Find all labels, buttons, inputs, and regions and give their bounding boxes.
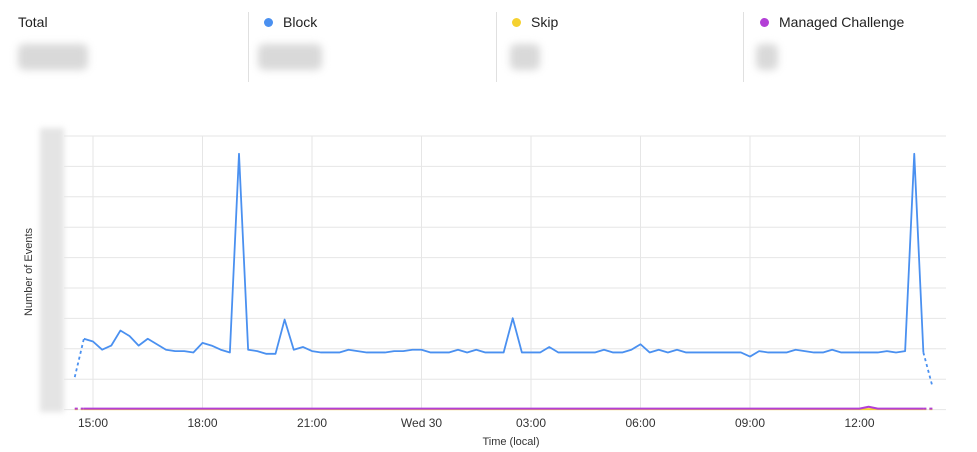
x-tick-label: 18:00 — [187, 416, 217, 430]
managed-challenge-value-redacted — [756, 44, 778, 70]
skip-value-redacted — [510, 44, 540, 70]
stat-divider — [496, 12, 497, 82]
chart-series — [73, 152, 934, 411]
managed-challenge-legend-dot-icon — [760, 17, 769, 27]
summary-stats: Total Block Skip Managed Challenge — [0, 0, 977, 90]
total-label: Total — [18, 14, 48, 30]
events-line-chart: 15:00 18:00 21:00 Wed 30 03:00 06:00 09:00 12:0… — [23, 128, 946, 448]
x-tick-label: 09:00 — [735, 416, 765, 430]
x-tick-label: 06:00 — [625, 416, 655, 430]
y-axis-title: Number of Events — [23, 227, 35, 316]
x-axis-title: Time (local) — [482, 436, 539, 448]
managed-challenge-series-line — [83, 405, 924, 410]
x-tick-label: 21:00 — [297, 416, 327, 430]
block-legend-dot-icon — [264, 17, 273, 27]
skip-stat[interactable]: Skip — [510, 12, 712, 82]
managed-challenge-label: Managed Challenge — [779, 14, 905, 30]
block-series-end-partial — [922, 352, 934, 387]
x-axis-ticks: 15:00 18:00 21:00 Wed 30 03:00 06:00 09:00 12:0… — [78, 416, 875, 430]
managed-challenge-stat[interactable]: Managed Challenge — [756, 12, 970, 82]
x-tick-label: Wed 30 — [401, 416, 442, 430]
x-tick-label: 03:00 — [516, 416, 546, 430]
skip-legend-dot-icon — [512, 17, 521, 27]
block-value-redacted — [258, 44, 322, 70]
block-stat[interactable]: Block — [258, 12, 464, 82]
x-tick-label: 15:00 — [78, 416, 108, 430]
total-value-redacted — [18, 44, 88, 70]
y-axis-labels-redacted — [40, 128, 64, 412]
total-stat: Total — [18, 12, 218, 82]
stat-divider — [248, 12, 249, 82]
block-series-start-partial — [73, 338, 85, 378]
chart-grid — [64, 135, 946, 411]
stat-divider — [743, 12, 744, 82]
block-label: Block — [283, 14, 318, 30]
x-tick-label: 12:00 — [844, 416, 874, 430]
skip-label: Skip — [531, 14, 559, 30]
block-series-line — [83, 152, 925, 358]
